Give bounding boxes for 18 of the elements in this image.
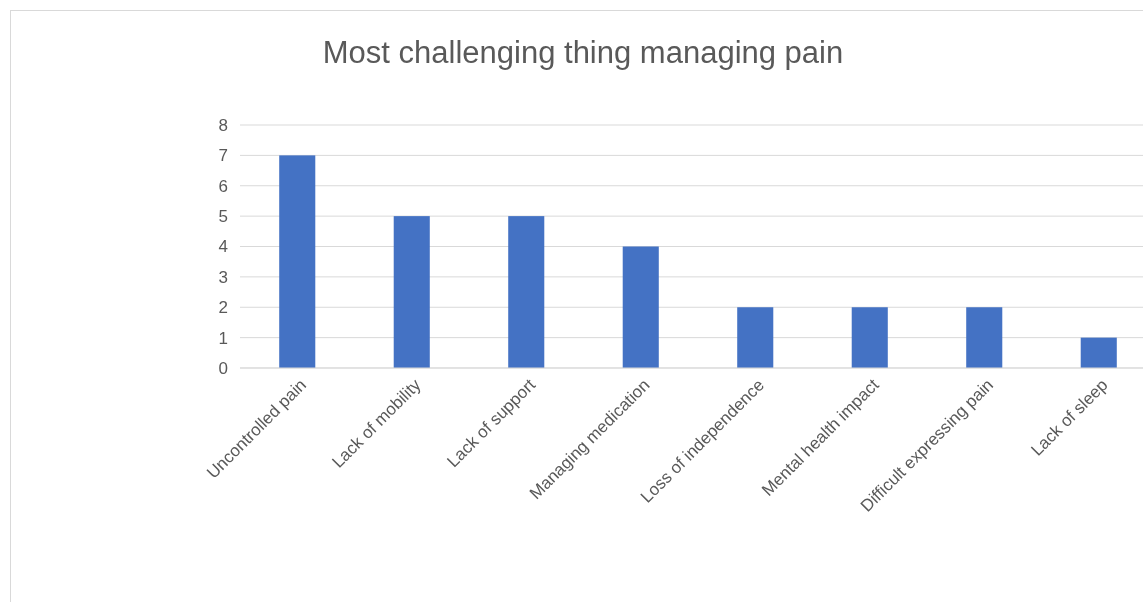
y-tick-label: 6 xyxy=(218,176,228,196)
bar xyxy=(622,246,659,368)
y-tick-label: 4 xyxy=(218,237,228,257)
bar xyxy=(966,307,1003,368)
y-tick-label: 5 xyxy=(218,207,228,227)
bar xyxy=(1080,337,1117,368)
bar xyxy=(851,307,888,368)
bar xyxy=(393,216,430,368)
bar xyxy=(508,216,545,368)
y-tick-label: 3 xyxy=(218,267,228,287)
bar xyxy=(279,155,316,368)
y-tick-label: 2 xyxy=(218,298,228,318)
bar xyxy=(737,307,774,368)
chart-title: Most challenging thing managing pain xyxy=(322,35,844,70)
y-tick-label: 7 xyxy=(218,146,228,166)
y-tick-label: 0 xyxy=(218,358,228,378)
y-tick-label: 1 xyxy=(218,328,228,348)
y-tick-label: 8 xyxy=(218,115,228,135)
